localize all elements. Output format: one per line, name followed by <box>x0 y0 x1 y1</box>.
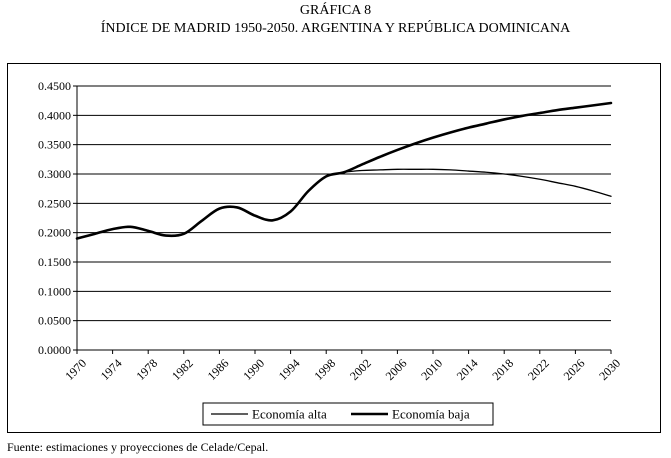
x-tick-label: 1994 <box>276 356 303 383</box>
x-tick-label: 1970 <box>62 356 89 383</box>
x-tick-label: 2014 <box>454 356 481 383</box>
y-tick-label: 0.4500 <box>38 79 71 93</box>
x-tick-label: 1998 <box>311 356 338 383</box>
x-tick-label: 2006 <box>383 356 410 383</box>
y-tick-label: 0.3500 <box>38 138 71 152</box>
x-tick-label: 2002 <box>347 356 374 383</box>
y-tick-label: 0.2000 <box>38 226 71 240</box>
y-tick-label: 0.1000 <box>38 284 71 298</box>
x-tick-label: 2022 <box>525 356 552 383</box>
x-tick-label: 2018 <box>489 356 516 383</box>
series-line-economia-baja <box>75 101 613 240</box>
y-tick-label: 0.2500 <box>38 196 71 210</box>
series-line-economia-alta <box>76 168 612 240</box>
line-chart: 0.0000 0.0500 0.1000 0.1500 0.2000 0.2500 0.30… <box>38 79 623 426</box>
x-tick-label: 2026 <box>561 356 588 383</box>
x-tick-label: 1986 <box>205 356 232 383</box>
chart-frame: 0.0000 0.0500 0.1000 0.1500 0.2000 0.2500 0.30… <box>7 63 661 433</box>
chart-label: GRÁFICA 8 <box>299 3 372 18</box>
x-tick-label: 2030 <box>596 356 623 383</box>
x-tick-label: 1990 <box>240 356 267 383</box>
x-tick-label: 2010 <box>418 356 445 383</box>
legend-label: Economía baja <box>392 407 470 422</box>
y-tick-label: 0.0000 <box>38 343 71 357</box>
source-note: Fuente: estimaciones y proyecciones de C… <box>7 440 269 454</box>
y-tick-label: 0.1500 <box>38 255 71 269</box>
y-tick-label: 0.0500 <box>38 314 71 328</box>
legend-label: Economía alta <box>252 407 327 422</box>
y-tick-label: 0.3000 <box>38 167 71 181</box>
legend-box <box>202 402 494 426</box>
x-tick-label: 1974 <box>98 356 125 383</box>
chart-title: ÍNDICE DE MADRID 1950-2050. ARGENTINA Y … <box>100 21 571 36</box>
x-tick-label: 1978 <box>133 356 160 383</box>
x-tick-label: 1982 <box>169 356 196 383</box>
y-tick-label: 0.4000 <box>38 108 71 122</box>
